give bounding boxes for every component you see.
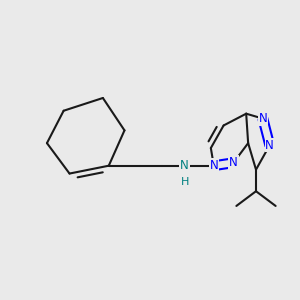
Text: N: N [229,156,238,169]
Text: N: N [259,112,267,125]
Text: N: N [266,139,274,152]
Text: N: N [209,159,218,172]
Text: H: H [181,177,189,187]
Text: N: N [180,159,189,172]
